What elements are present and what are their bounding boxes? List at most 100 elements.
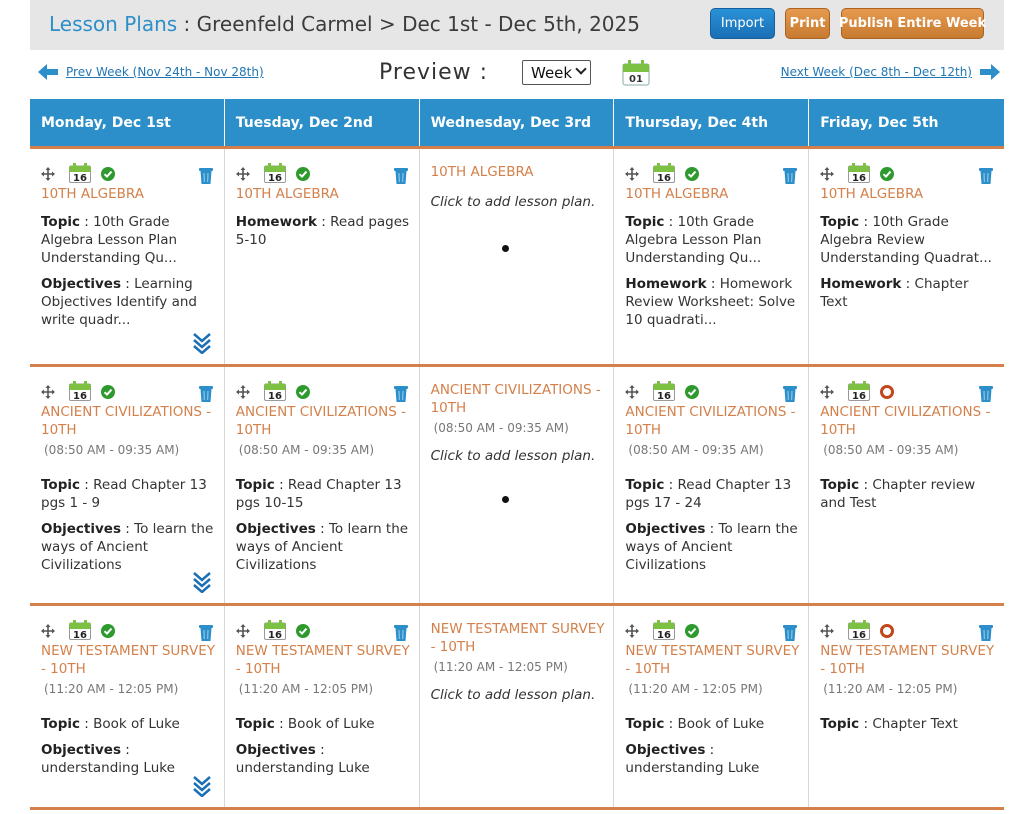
next-week-link[interactable]: Next Week (Dec 8th - Dec 12th)	[781, 64, 1000, 80]
topic-field-separator: :	[79, 214, 94, 230]
lesson-actions: 16	[625, 620, 798, 641]
trash-icon[interactable]	[393, 623, 409, 641]
next-week-label[interactable]: Next Week (Dec 8th - Dec 12th)	[780, 65, 972, 79]
add-lesson-link[interactable]: Click to add lesson plan.	[430, 448, 596, 464]
breadcrumb: Greenfeld Carmel > Dec 1st - Dec 5th, 20…	[196, 12, 640, 36]
calendar-icon[interactable]: 16	[69, 163, 91, 183]
calendar-icon[interactable]: 16	[653, 163, 676, 183]
move-icon[interactable]	[235, 167, 250, 181]
lesson-cell[interactable]: 16 ANCIENT CIVILIZATIONS - 10TH (08:50 AM …	[30, 367, 225, 603]
move-icon[interactable]	[235, 385, 250, 399]
subject-title[interactable]: NEW TESTAMENT SURVEY - 10TH	[625, 643, 800, 677]
trash-icon[interactable]	[198, 166, 214, 184]
calendar-icon[interactable]: 16	[653, 381, 676, 401]
topic-field: Topic : 10th Grade Algebra Lesson Plan U…	[625, 213, 800, 267]
lesson-content: ANCIENT CIVILIZATIONS - 10TH (08:50 AM - …	[431, 381, 606, 464]
move-icon[interactable]	[625, 167, 640, 181]
subject-title[interactable]: ANCIENT CIVILIZATIONS - 10TH	[235, 404, 406, 438]
add-lesson-link[interactable]: Click to add lesson plan.	[430, 194, 596, 210]
move-icon[interactable]	[820, 385, 835, 399]
calendar-icon[interactable]: 16	[848, 163, 871, 183]
prev-week-link[interactable]: Prev Week (Nov 24th - Nov 28th)	[38, 64, 264, 80]
calendar-icon[interactable]: 16	[653, 620, 676, 640]
day-header: Friday, Dec 5th	[820, 114, 939, 131]
lesson-actions: 16	[625, 163, 798, 184]
lesson-cell[interactable]: 16 NEW TESTAMENT SURVEY - 10TH (11:20 AM -…	[30, 606, 225, 807]
prev-week-label[interactable]: Prev Week (Nov 24th - Nov 28th)	[66, 65, 264, 79]
expand-chevrons-icon[interactable]	[192, 775, 212, 797]
lesson-cell[interactable]: 16 10TH ALGEBRA Topic : 10th Grade Algebra…	[30, 149, 225, 364]
empty-lesson-cell[interactable]: ANCIENT CIVILIZATIONS - 10TH (08:50 AM - …	[420, 367, 615, 603]
empty-lesson-cell[interactable]: 10TH ALGEBRA Click to add lesson plan.	[420, 149, 615, 364]
calendar-icon[interactable]: 16	[263, 620, 286, 640]
period-row: 16 ANCIENT CIVILIZATIONS - 10TH (08:50 AM …	[30, 367, 1004, 606]
lesson-cell[interactable]: 16 ANCIENT CIVILIZATIONS - 10TH (08:50 AM …	[809, 367, 1004, 603]
subject-title[interactable]: 10TH ALGEBRA	[820, 186, 924, 202]
topic-field-separator: :	[664, 214, 678, 230]
topic-field-separator: :	[859, 477, 873, 493]
subject-title[interactable]: 10TH ALGEBRA	[430, 164, 534, 180]
subject-title[interactable]: NEW TESTAMENT SURVEY - 10TH	[430, 621, 605, 655]
trash-icon[interactable]	[978, 166, 994, 184]
print-button[interactable]: Print	[785, 8, 830, 39]
lesson-cell[interactable]: 16 NEW TESTAMENT SURVEY - 10TH (11:20 AM -…	[614, 606, 810, 807]
subject-title[interactable]: ANCIENT CIVILIZATIONS - 10TH	[41, 404, 212, 438]
topic-field: Topic : 10th Grade Algebra Lesson Plan U…	[41, 213, 216, 267]
lesson-cell[interactable]: 16 NEW TESTAMENT SURVEY - 10TH (11:20 AM -…	[225, 606, 420, 807]
objectives-field-label: Objectives	[235, 742, 316, 758]
subject-title[interactable]: 10TH ALGEBRA	[235, 186, 339, 202]
lesson-cell[interactable]: 16 ANCIENT CIVILIZATIONS - 10TH (08:50 AM …	[225, 367, 420, 603]
lesson-content: NEW TESTAMENT SURVEY - 10TH (11:20 AM - 1…	[820, 642, 996, 733]
lesson-content: ANCIENT CIVILIZATIONS - 10TH (08:50 AM - …	[236, 403, 411, 574]
trash-icon[interactable]	[782, 166, 798, 184]
subject-title[interactable]: 10TH ALGEBRA	[625, 186, 729, 202]
subject-title[interactable]: ANCIENT CIVILIZATIONS - 10TH	[430, 382, 601, 416]
lesson-cell[interactable]: 16 NEW TESTAMENT SURVEY - 10TH (11:20 AM -…	[809, 606, 1004, 807]
subject-title[interactable]: 10TH ALGEBRA	[41, 186, 144, 202]
subject-title[interactable]: NEW TESTAMENT SURVEY - 10TH	[235, 643, 410, 677]
calendar-icon[interactable]: 16	[69, 620, 91, 640]
empty-lesson-cell[interactable]: NEW TESTAMENT SURVEY - 10TH (11:20 AM - 1…	[420, 606, 615, 807]
move-icon[interactable]	[820, 624, 835, 638]
subject-title[interactable]: NEW TESTAMENT SURVEY - 10TH	[820, 643, 995, 677]
trash-icon[interactable]	[782, 384, 798, 402]
subject-title[interactable]: ANCIENT CIVILIZATIONS - 10TH	[820, 404, 991, 438]
trash-icon[interactable]	[393, 384, 409, 402]
move-icon[interactable]	[41, 385, 55, 399]
subject-title[interactable]: NEW TESTAMENT SURVEY - 10TH	[41, 643, 215, 677]
import-button[interactable]: Import	[710, 8, 775, 39]
move-icon[interactable]	[625, 624, 640, 638]
trash-icon[interactable]	[978, 623, 994, 641]
expand-chevrons-icon[interactable]	[192, 332, 212, 354]
view-select[interactable]: Week	[522, 60, 591, 85]
calendar-icon[interactable]: 16	[263, 163, 286, 183]
trash-icon[interactable]	[198, 384, 214, 402]
calendar-today-icon[interactable]: 01	[622, 60, 650, 86]
expand-chevrons-icon[interactable]	[192, 571, 212, 593]
move-icon[interactable]	[41, 624, 55, 638]
trash-icon[interactable]	[978, 384, 994, 402]
trash-icon[interactable]	[782, 623, 798, 641]
app-title[interactable]: Lesson Plans	[49, 12, 178, 36]
lesson-content: NEW TESTAMENT SURVEY - 10TH (11:20 AM - 1…	[236, 642, 411, 777]
trash-icon[interactable]	[393, 166, 409, 184]
lesson-content: 10TH ALGEBRA Topic : 10th Grade Algebra R…	[820, 185, 996, 311]
add-lesson-link[interactable]: Click to add lesson plan.	[430, 687, 596, 703]
move-icon[interactable]	[820, 167, 835, 181]
move-icon[interactable]	[41, 167, 55, 181]
topic-field-label: Topic	[820, 214, 860, 230]
lesson-cell[interactable]: 16 10TH ALGEBRA Topic : 10th Grade Algebra…	[809, 149, 1004, 364]
move-icon[interactable]	[625, 385, 640, 399]
lesson-cell[interactable]: 16 10TH ALGEBRA Homework : Read pages 5-10	[225, 149, 420, 364]
calendar-icon[interactable]: 16	[263, 381, 286, 401]
calendar-icon[interactable]: 16	[69, 381, 91, 401]
subject-title[interactable]: ANCIENT CIVILIZATIONS - 10TH	[625, 404, 796, 438]
calendar-icon[interactable]: 16	[848, 620, 871, 640]
publish-week-button[interactable]: Publish Entire Week	[839, 8, 986, 39]
trash-icon[interactable]	[198, 623, 214, 641]
calendar-icon[interactable]: 16	[848, 381, 871, 401]
lesson-cell[interactable]: 16 10TH ALGEBRA Topic : 10th Grade Algebra…	[614, 149, 810, 364]
move-icon[interactable]	[235, 624, 250, 638]
lesson-cell[interactable]: 16 ANCIENT CIVILIZATIONS - 10TH (08:50 AM …	[614, 367, 810, 603]
topic-field-label: Topic	[235, 477, 275, 493]
